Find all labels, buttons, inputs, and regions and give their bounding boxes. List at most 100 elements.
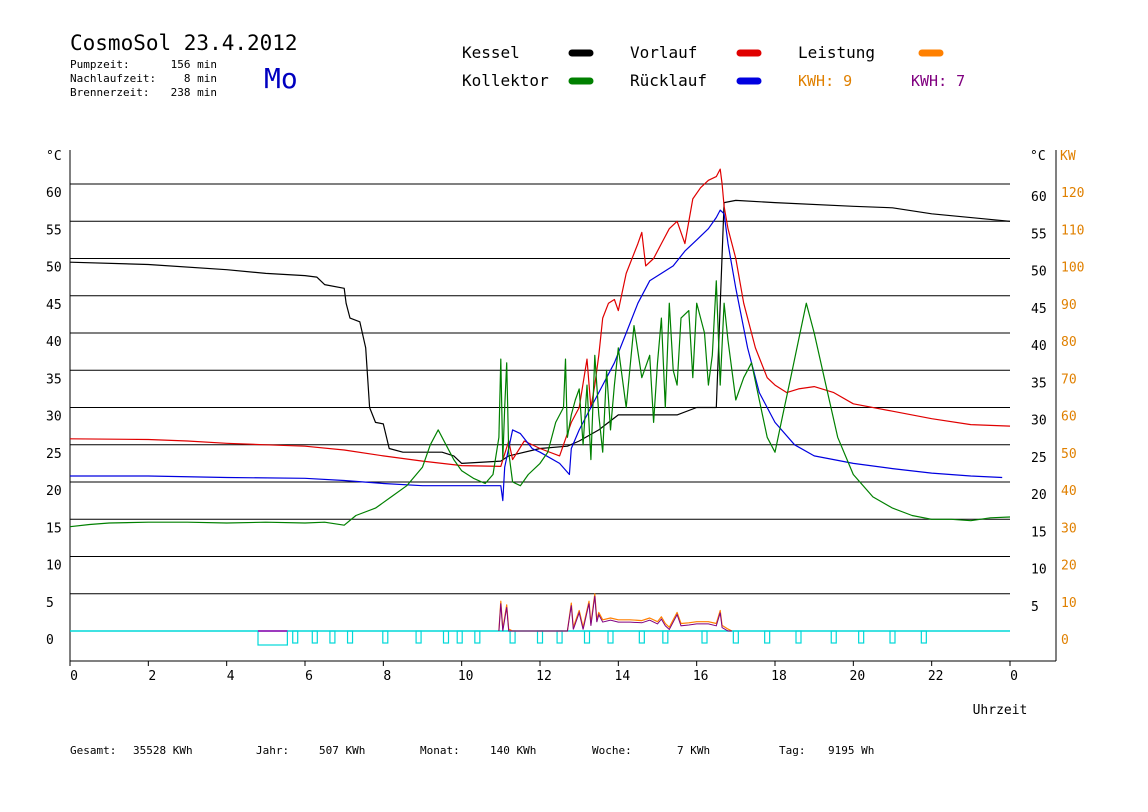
day-label: Mo <box>264 62 298 95</box>
stat-value: 238 min <box>171 86 217 99</box>
y2-tick: 50 <box>1061 447 1077 462</box>
status-marker <box>556 630 563 644</box>
footer-value: 7 KWh <box>677 744 710 757</box>
footer-label: Monat: <box>420 744 460 757</box>
y2-tick: 70 <box>1061 372 1077 387</box>
y2-tick: 80 <box>1061 335 1077 350</box>
series-line-ruecklauf <box>70 209 1003 502</box>
status-marker <box>382 630 389 644</box>
legend-label: Kessel <box>462 43 520 62</box>
footer-value: 35528 KWh <box>133 744 193 757</box>
y2-tick: 100 <box>1061 261 1084 276</box>
y-tick-left: 25 <box>46 447 62 462</box>
footer-label: Tag: <box>779 744 806 757</box>
status-marker <box>764 630 771 644</box>
x-tick-label: 14 <box>615 669 631 684</box>
y2-tick: 0 <box>1061 633 1069 648</box>
status-marker <box>456 630 463 644</box>
series-line-kwh-burner <box>498 595 732 632</box>
y-tick-right: 35 <box>1031 376 1047 391</box>
status-marker <box>583 630 591 644</box>
footer-value: 507 KWh <box>319 744 365 757</box>
status-marker <box>858 630 865 644</box>
status-marker <box>536 630 544 644</box>
status-marker <box>329 630 336 644</box>
y2-tick: 30 <box>1061 521 1077 536</box>
y-tick-right: 40 <box>1031 339 1047 354</box>
status-marker <box>701 630 708 644</box>
stat-value: 8 min <box>184 72 217 85</box>
y2-unit: KW <box>1060 149 1076 164</box>
y-tick-left: 15 <box>46 521 62 536</box>
y-tick-right: 25 <box>1031 451 1047 466</box>
y-tick-right: 10 <box>1031 563 1047 578</box>
y2-tick: 20 <box>1061 559 1077 574</box>
status-marker <box>292 630 299 644</box>
y-tick-right: 45 <box>1031 302 1047 317</box>
series-line-vorlauf <box>69 168 1011 467</box>
y-tick-left: 10 <box>46 559 62 574</box>
status-marker <box>830 630 837 644</box>
legend-label: Rücklauf <box>630 71 707 90</box>
status-marker <box>346 630 354 644</box>
x-tick-label: 18 <box>771 669 787 684</box>
y-tick-right: 55 <box>1031 227 1047 242</box>
y-tick-right: 20 <box>1031 488 1047 503</box>
legend-label: Kollektor <box>462 71 549 90</box>
x-axis-title: Uhrzeit <box>973 703 1028 718</box>
status-marker <box>638 630 645 644</box>
y-tick-left: 45 <box>46 298 62 313</box>
status-marker <box>662 630 669 644</box>
x-tick-label: 6 <box>305 669 313 684</box>
y-tick-left: 0 <box>46 633 54 648</box>
x-tick-label: 16 <box>693 669 709 684</box>
kwh-solar: KWH: 9 <box>798 72 852 90</box>
status-marker <box>607 630 614 644</box>
y-tick-left: 60 <box>46 186 62 201</box>
y2-tick: 90 <box>1061 298 1077 313</box>
status-marker <box>509 630 516 644</box>
legend-label: Vorlauf <box>630 43 697 62</box>
footer-value: 9195 Wh <box>828 744 874 757</box>
y-unit-right: °C <box>1030 149 1046 164</box>
status-marker <box>889 630 896 644</box>
footer-label: Gesamt: <box>70 744 116 757</box>
series-line-kessel <box>69 199 1011 464</box>
status-marker <box>474 630 481 644</box>
x-tick-label: 22 <box>928 669 944 684</box>
y-tick-right: 30 <box>1031 414 1047 429</box>
y2-tick: 60 <box>1061 410 1077 425</box>
x-tick-label: 2 <box>148 669 156 684</box>
status-marker <box>415 630 422 644</box>
y-tick-left: 5 <box>46 596 54 611</box>
y-tick-left: 20 <box>46 484 62 499</box>
x-tick-label: 0 <box>70 669 78 684</box>
y-tick-right: 15 <box>1031 525 1047 540</box>
x-tick-label: 10 <box>458 669 474 684</box>
y-tick-left: 50 <box>46 261 62 276</box>
legend-label: Leistung <box>798 43 875 62</box>
series-line-kollektor <box>69 280 1011 528</box>
y-tick-left: 35 <box>46 372 62 387</box>
stat-label: Nachlaufzeit: <box>70 72 156 85</box>
y2-tick: 40 <box>1061 484 1077 499</box>
footer-value: 140 KWh <box>490 744 536 757</box>
y-tick-left: 40 <box>46 335 62 350</box>
stat-label: Pumpzeit: <box>70 58 130 71</box>
status-marker <box>257 630 288 646</box>
x-tick-label: 4 <box>227 669 235 684</box>
x-tick-label: 8 <box>383 669 391 684</box>
y-tick-right: 50 <box>1031 265 1047 280</box>
y-tick-left: 30 <box>46 410 62 425</box>
status-marker <box>442 630 450 644</box>
y2-tick: 110 <box>1061 223 1084 238</box>
y2-tick: 10 <box>1061 596 1077 611</box>
y-tick-right: 5 <box>1031 600 1039 615</box>
y-tick-left: 55 <box>46 223 62 238</box>
status-marker <box>732 630 739 644</box>
kwh-burner: KWH: 7 <box>911 72 965 90</box>
chart-title: CosmoSol 23.4.2012 <box>70 31 298 55</box>
status-marker <box>311 630 318 644</box>
footer-label: Woche: <box>592 744 632 757</box>
